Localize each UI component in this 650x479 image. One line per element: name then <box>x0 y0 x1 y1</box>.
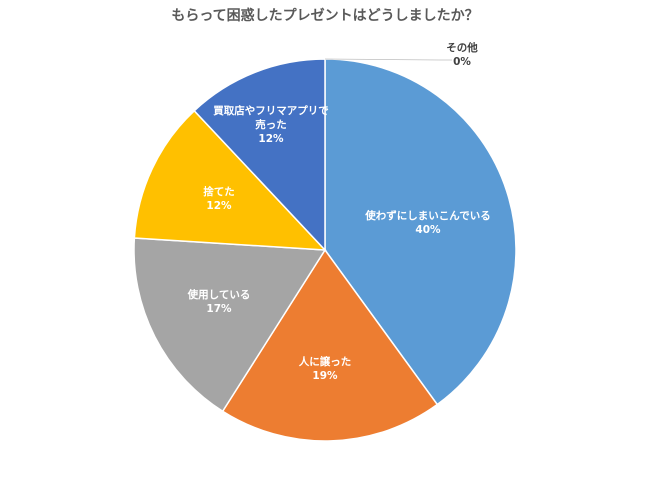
pie-slice <box>324 58 517 406</box>
slice-label: 使わずにしまいこんでいる 40% <box>364 209 490 236</box>
slice-label: 買取店やフリマアプリで売った 12% <box>213 104 329 145</box>
slice-label: 捨てた 12% <box>203 185 235 212</box>
slice-category: その他 <box>446 41 478 54</box>
slice-category: 売った <box>255 118 287 131</box>
leader-line <box>324 58 452 61</box>
pie-slices <box>133 58 517 442</box>
slice-category: 人に譲った <box>299 355 352 368</box>
slice-category: 買取店やフリマアプリで <box>213 104 329 117</box>
slice-label: 人に譲った 19% <box>299 355 352 382</box>
slice-label: その他 0% <box>446 41 478 68</box>
slice-category: 使用している <box>187 288 251 301</box>
slice-percent: 0% <box>453 56 471 68</box>
slice-label: 使用している 17% <box>187 288 251 315</box>
slice-percent: 17% <box>206 303 232 315</box>
slice-labels: 使わずにしまいこんでいる 40%人に譲った 19%使用している 17%捨てた 12%買取… <box>187 41 491 382</box>
slice-category: 使わずにしまいこんでいる <box>364 209 490 222</box>
slice-percent: 12% <box>258 133 284 145</box>
pie-slice <box>133 109 327 251</box>
pie-slice <box>133 237 327 413</box>
pie-slice <box>221 248 439 442</box>
slice-category: 捨てた <box>203 185 235 198</box>
pie-slice <box>193 58 326 252</box>
slice-percent: 12% <box>206 200 232 212</box>
leader-lines <box>324 58 452 61</box>
slice-percent: 19% <box>312 370 338 382</box>
slice-percent: 40% <box>415 224 441 236</box>
chart-title: もらって困惑したプレゼントはどうしましたか？ <box>171 7 478 24</box>
